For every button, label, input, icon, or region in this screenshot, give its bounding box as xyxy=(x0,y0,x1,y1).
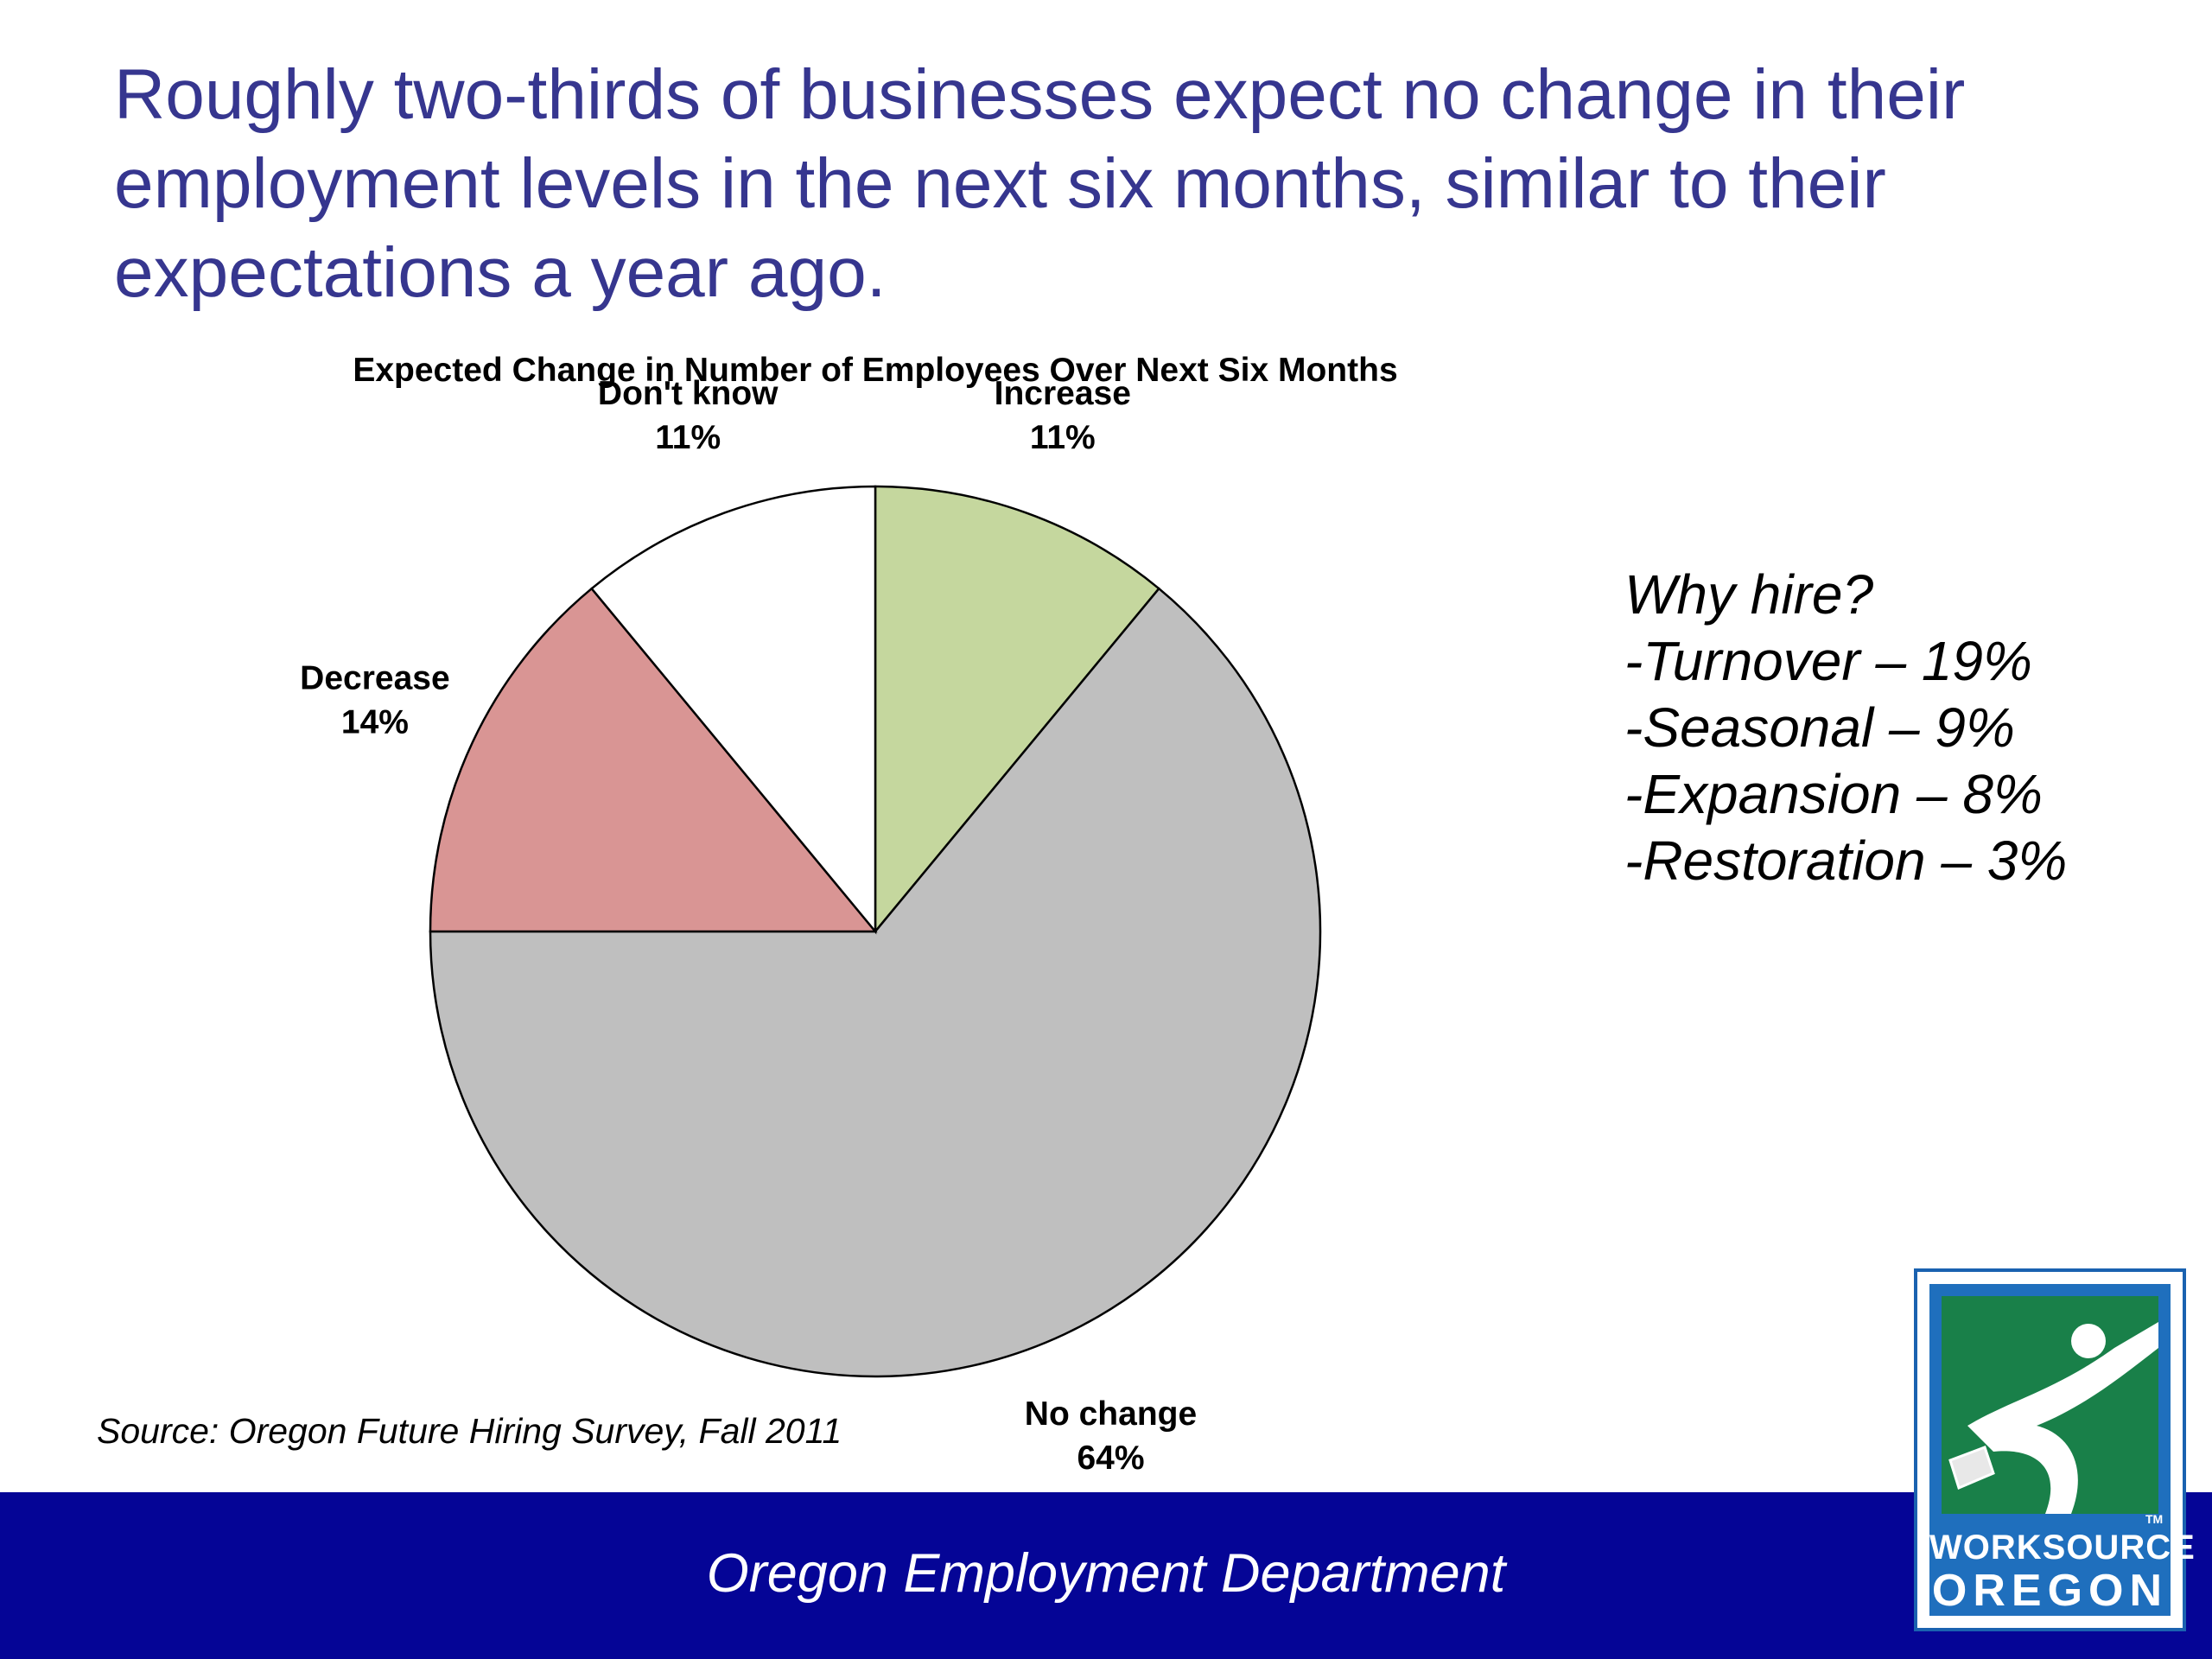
headline-line: employment levels in the next six months… xyxy=(114,144,1886,223)
runner-figure-icon xyxy=(1948,1322,2158,1514)
why-hire-box: Why hire? -Turnover – 19% -Seasonal – 9%… xyxy=(1624,562,2067,894)
logo-text-worksource: WORKSOURCE xyxy=(1929,1529,2196,1567)
pie-slice-labels: Increase 11% No change 64% Decrease 14% Don't … xyxy=(300,375,1197,1477)
why-hire-item: -Expansion – 8% xyxy=(1624,763,2043,825)
slice-value-label: 11% xyxy=(1030,419,1096,456)
logo-text-oregon: OREGON xyxy=(1931,1566,2169,1616)
footer-text: Oregon Employment Department xyxy=(706,1543,1506,1604)
pie-slice-don-t-know xyxy=(589,485,877,935)
logo-green-panel xyxy=(1942,1296,2158,1514)
why-hire-item: -Restoration – 3% xyxy=(1624,830,2068,892)
pie-chart: Expected Change in Number of Employees O… xyxy=(300,352,1397,1477)
worksource-oregon-logo: TM WORKSOURCE OREGON xyxy=(1914,1268,2196,1631)
logo-blue-panel: TM WORKSOURCE OREGON xyxy=(1929,1284,2196,1616)
slice-label: Increase xyxy=(995,375,1131,412)
slice-label: No change xyxy=(1025,1395,1197,1433)
slice-label: Don't know xyxy=(598,375,779,412)
pie-slices xyxy=(429,485,1322,1378)
logo-trademark: TM xyxy=(2145,1512,2164,1526)
pie-slice-increase xyxy=(874,485,1161,935)
headline-line: Roughly two-thirds of businesses expect … xyxy=(114,55,1966,134)
footer-band xyxy=(0,1492,2212,1659)
why-hire-item: -Seasonal – 9% xyxy=(1624,696,2015,759)
pie-slice-decrease xyxy=(429,587,878,933)
pie-slice-no-change xyxy=(429,587,1322,1378)
chart-title: Expected Change in Number of Employees O… xyxy=(353,352,1397,389)
slide-headline: Roughly two-thirds of businesses expect … xyxy=(114,50,2136,317)
slice-value-label: 64% xyxy=(1077,1440,1144,1477)
why-hire-title: Why hire? xyxy=(1624,563,1874,626)
headline-line: expectations a year ago. xyxy=(114,233,887,312)
slice-value-label: 14% xyxy=(341,704,409,741)
slice-value-label: 11% xyxy=(655,419,721,456)
why-hire-item: -Turnover – 19% xyxy=(1624,630,2032,692)
source-note: Source: Oregon Future Hiring Survey, Fal… xyxy=(97,1411,842,1451)
slice-label: Decrease xyxy=(300,660,449,697)
